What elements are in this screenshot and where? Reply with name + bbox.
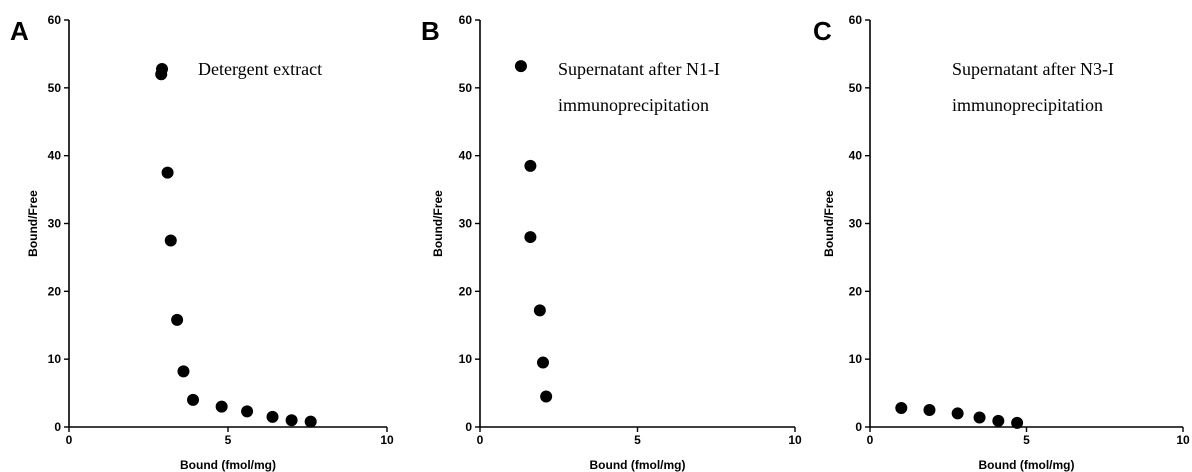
x-axis-label: Bound (fmol/mg): [979, 458, 1075, 472]
data-point: [895, 402, 908, 415]
x-tick-label: 0: [477, 433, 484, 447]
y-tick-label: 60: [48, 13, 62, 27]
data-point: [285, 414, 298, 427]
y-tick-label: 0: [54, 420, 61, 434]
data-point: [215, 400, 228, 413]
data-point: [1011, 416, 1024, 429]
y-tick-label: 60: [459, 13, 473, 27]
y-tick-label: 20: [48, 284, 62, 298]
legend-text: immunoprecipitation: [952, 95, 1103, 115]
data-point: [524, 159, 537, 172]
x-tick-label: 10: [1176, 433, 1190, 447]
data-point: [973, 411, 986, 424]
y-axis-label: Bound/Free: [822, 190, 836, 257]
y-tick-label: 0: [855, 420, 862, 434]
data-point: [533, 304, 546, 317]
x-axis-label: Bound (fmol/mg): [180, 458, 276, 472]
y-axis-label: Bound/Free: [26, 190, 40, 257]
y-tick-label: 50: [459, 81, 473, 95]
y-tick-label: 10: [48, 352, 62, 366]
y-tick-label: 60: [849, 13, 863, 27]
data-point: [537, 356, 549, 369]
scatter-panel-b: B 0 10 20 30 40 50 60 0 5 10 Bound (fmol/mg) Bound/F…: [421, 13, 802, 472]
x-tick-label: 5: [225, 433, 232, 447]
y-tick-label: 40: [459, 149, 473, 163]
y-tick-label: 10: [459, 352, 473, 366]
x-tick-label: 10: [788, 433, 802, 447]
data-point: [540, 390, 553, 403]
data-point: [241, 405, 254, 418]
y-tick-label: 30: [48, 217, 62, 231]
panel-letter: B: [421, 16, 440, 46]
x-axis-label: Bound (fmol/mg): [590, 458, 686, 472]
y-tick-label: 20: [459, 284, 473, 298]
data-point: [514, 60, 527, 73]
data-point: [161, 166, 174, 179]
y-tick-label: 40: [849, 149, 863, 163]
scatter-panel-a: A 0 10 20 30 40 50 60 0 5 10 Bound (fmol/mg) Bound/F…: [10, 13, 394, 472]
y-tick-label: 50: [48, 81, 62, 95]
panel-letter: A: [10, 16, 29, 46]
legend-text: Supernatant after N1-I: [558, 59, 720, 79]
data-point: [171, 313, 184, 326]
y-tick-label: 30: [459, 217, 473, 231]
data-point: [155, 68, 168, 81]
data-point: [187, 393, 200, 406]
y-tick-label: 0: [465, 420, 472, 434]
legend-text: Supernatant after N3-I: [952, 59, 1114, 79]
data-point: [524, 231, 537, 244]
y-tick-label: 10: [849, 352, 863, 366]
scatter-panel-c: C 0 10 20 30 40 50 60 0 5 10 Bound (fmol/mg) Bound/F…: [813, 13, 1190, 472]
data-point: [266, 410, 279, 423]
x-tick-label: 5: [1023, 433, 1030, 447]
x-tick-label: 0: [66, 433, 73, 447]
data-point: [164, 234, 177, 247]
y-tick-label: 40: [48, 149, 62, 163]
y-tick-label: 20: [849, 284, 863, 298]
panel-letter: C: [813, 16, 832, 46]
y-tick-label: 50: [849, 81, 863, 95]
y-axis-label: Bound/Free: [431, 190, 445, 257]
data-point: [304, 415, 317, 428]
x-tick-label: 0: [867, 433, 874, 447]
data-point: [177, 365, 190, 378]
legend-text: Detergent extract: [198, 59, 322, 79]
y-tick-label: 30: [849, 217, 863, 231]
data-point: [992, 414, 1005, 427]
x-tick-label: 10: [380, 433, 394, 447]
legend-text: immunoprecipitation: [558, 95, 709, 115]
x-tick-label: 5: [634, 433, 641, 447]
data-point: [923, 404, 936, 417]
data-point: [951, 407, 964, 420]
